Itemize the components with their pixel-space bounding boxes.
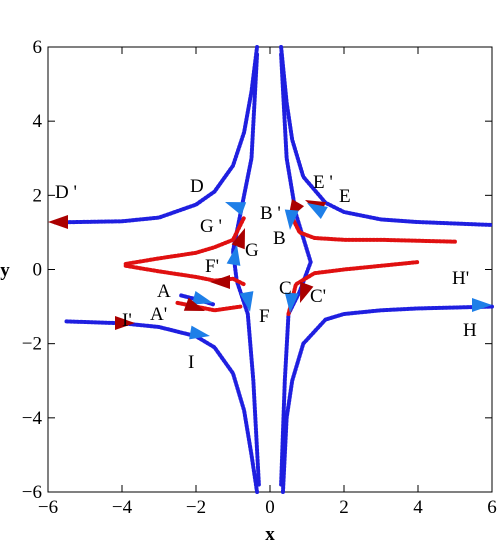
arrow-head xyxy=(115,316,135,330)
arrow-head xyxy=(472,298,492,312)
y-tick-label: 0 xyxy=(33,260,43,281)
arrow-head xyxy=(226,245,241,266)
trajectory xyxy=(123,263,247,287)
point-label: F xyxy=(259,306,270,327)
x-tick-label: −4 xyxy=(112,497,133,518)
y-tick-label: −4 xyxy=(22,408,43,429)
x-tick-label: −6 xyxy=(38,497,58,518)
point-label: E xyxy=(339,186,351,207)
trajectory xyxy=(53,45,260,225)
point-label: B ' xyxy=(260,203,281,224)
y-tick-label: 2 xyxy=(33,185,43,206)
arrow-head xyxy=(191,291,213,305)
point-label: I' xyxy=(122,310,132,331)
trajectory xyxy=(231,52,261,487)
point-label: I xyxy=(188,352,194,373)
arrow-head xyxy=(284,209,299,230)
trajectory xyxy=(290,215,457,244)
point-label: E ' xyxy=(313,172,333,193)
arrow-head xyxy=(48,215,68,229)
arrow-head xyxy=(210,275,230,289)
x-tick-label: 0 xyxy=(265,497,275,518)
arrow-head xyxy=(300,281,314,303)
arrow-head xyxy=(239,291,254,312)
point-label: C' xyxy=(310,286,326,307)
point-label: C xyxy=(279,278,292,299)
point-label: A xyxy=(157,281,171,302)
point-label: D xyxy=(190,176,204,197)
x-axis-label: x xyxy=(265,524,275,545)
arrow-head xyxy=(183,297,205,311)
trajectory xyxy=(64,319,260,494)
y-tick-label: 4 xyxy=(33,111,43,132)
x-tick-label: 2 xyxy=(339,497,349,518)
arrow-head xyxy=(231,228,245,250)
point-label: F' xyxy=(205,256,219,277)
point-label: H xyxy=(463,320,477,341)
trajectory xyxy=(286,260,420,316)
x-tick-label: −2 xyxy=(186,497,206,518)
y-tick-label: −6 xyxy=(22,482,42,503)
trajectory xyxy=(279,45,494,227)
x-tick-label: 6 xyxy=(487,497,497,518)
point-label: B xyxy=(273,228,286,249)
y-axis-label: y xyxy=(0,260,10,281)
trajectory xyxy=(123,215,247,266)
arrow-head xyxy=(225,202,247,216)
trajectory xyxy=(280,304,494,494)
arrow-head xyxy=(284,292,299,313)
point-label: G ' xyxy=(200,216,222,237)
y-tick-label: −2 xyxy=(22,334,42,355)
arrow-head xyxy=(307,203,328,220)
plot-frame xyxy=(47,46,493,493)
point-label: A' xyxy=(150,304,167,325)
point-label: H' xyxy=(452,268,469,289)
point-label: D ' xyxy=(55,182,77,203)
y-tick-label: 6 xyxy=(33,37,43,58)
point-label: G xyxy=(245,240,259,261)
arrow-head xyxy=(189,325,210,340)
x-tick-label: 4 xyxy=(413,497,423,518)
